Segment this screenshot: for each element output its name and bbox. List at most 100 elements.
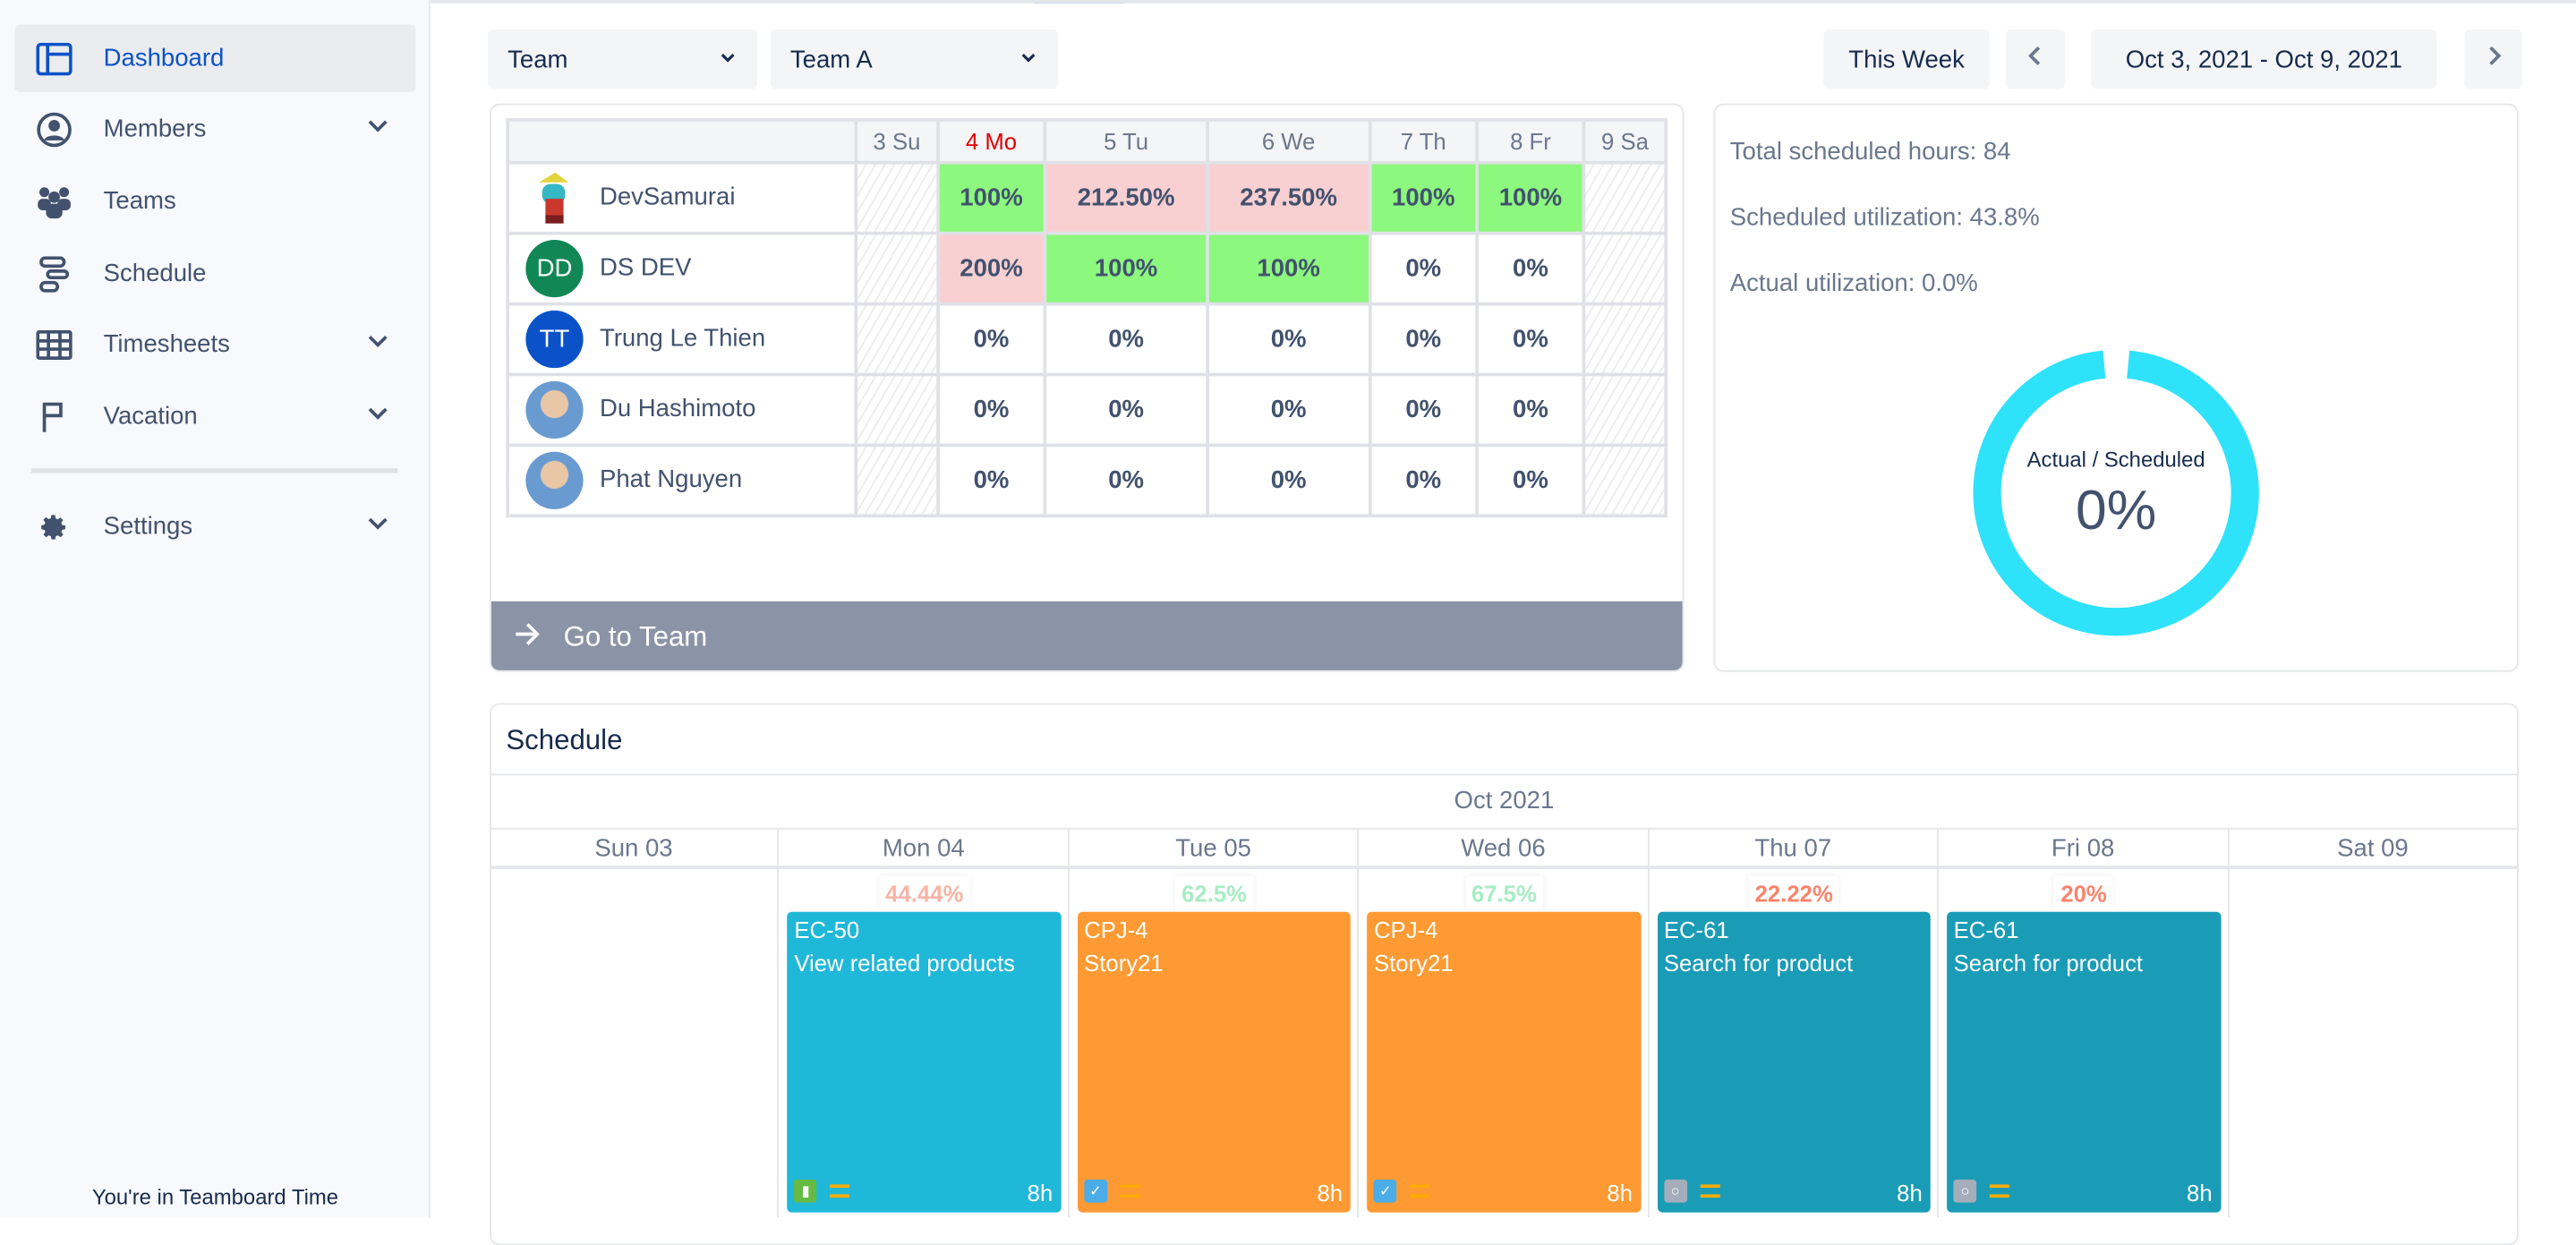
chevron-down-icon: [1019, 45, 1038, 72]
chevron-down-icon: [366, 513, 389, 542]
this-week-button[interactable]: This Week: [1823, 30, 1990, 90]
sidebar-divider: [30, 468, 398, 473]
sidebar-item-label: Teams: [103, 187, 176, 216]
utilization-donut: [1973, 349, 2259, 636]
users-icon: [35, 184, 74, 218]
member-name-cell[interactable]: Du Hashimoto: [506, 372, 858, 448]
priority-medium-icon: [830, 1184, 850, 1198]
day-column[interactable]: [1070, 867, 1360, 1218]
member-name-cell[interactable]: DevSamurai: [506, 160, 858, 235]
priority-medium-icon: [1700, 1184, 1720, 1198]
day-column[interactable]: [1649, 867, 1940, 1218]
table-row: DevSamurai 100% 212.50% 237.50% 100% 100%: [506, 160, 1668, 235]
sidebar-item-timesheets[interactable]: Timesheets: [15, 311, 416, 378]
sidebar-item-vacation[interactable]: Vacation: [15, 383, 416, 450]
team-value: Team A: [789, 45, 873, 73]
top-border: [430, 0, 2576, 4]
day-column-header: Thu 07: [1649, 829, 1940, 868]
member-name-cell[interactable]: TT Trung Le Thien: [506, 302, 858, 377]
utilization-cell: 0%: [1475, 372, 1586, 448]
day-column[interactable]: [490, 867, 780, 1218]
sidebar-item-teams[interactable]: Teams: [15, 167, 416, 235]
member-name: Trung Le Thien: [599, 324, 766, 353]
sidebar-item-label: Settings: [103, 512, 193, 541]
task-hours: 8h: [1027, 1179, 1053, 1207]
utilization-cell: 0%: [935, 302, 1047, 377]
task-key: EC-61: [1953, 917, 2019, 943]
task-key: CPJ-4: [1084, 917, 1148, 943]
sidebar-item-members[interactable]: Members: [15, 95, 416, 162]
day-header: 8 Fr: [1475, 118, 1586, 165]
sidebar-item-settings[interactable]: Settings: [15, 493, 416, 560]
date-range[interactable]: Oct 3, 2021 - Oct 9, 2021: [2091, 30, 2437, 90]
footer-text: You're in Teamboard Time: [91, 1184, 339, 1209]
task-title: Search for product: [1953, 949, 2144, 976]
task-key: EC-50: [794, 917, 860, 943]
utilization-cell: 0%: [935, 372, 1047, 448]
donut-arc: [1973, 349, 2259, 636]
utilization-badge: 67.5%: [1464, 875, 1544, 912]
go-to-team-button[interactable]: Go to Team: [490, 601, 1683, 670]
avatar: [525, 451, 584, 510]
task-hours: 8h: [1897, 1179, 1923, 1207]
task-key: CPJ-4: [1373, 917, 1438, 943]
story-type-icon: ▮: [794, 1179, 818, 1203]
day-header: 7 Th: [1368, 118, 1479, 165]
sidebar-item-dashboard[interactable]: Dashboard: [14, 24, 416, 92]
avatar: [525, 169, 583, 226]
day-column[interactable]: [780, 867, 1070, 1218]
day-header: 9 Sa: [1582, 118, 1668, 165]
flag-icon: [35, 400, 74, 433]
member-name-cell[interactable]: DD DS DEV: [506, 231, 858, 306]
task-type-icon: ✓: [1373, 1179, 1397, 1203]
task-card[interactable]: CPJ-4 Story21 ✓ 8h: [1077, 911, 1352, 1213]
donut-label: Actual / Scheduled: [2026, 447, 2205, 472]
sidebar-item-label: Members: [103, 115, 207, 143]
gear-icon: [35, 512, 74, 541]
table-row: TT Trung Le Thien 0% 0% 0% 0% 0%: [506, 302, 1668, 377]
day-header: 4 Mo: [935, 118, 1047, 165]
utilization-cell: 0%: [1475, 302, 1586, 377]
prev-week-button[interactable]: [2006, 30, 2066, 90]
utilization-cell: 0%: [1043, 372, 1209, 448]
utilization-cell: [1582, 443, 1668, 518]
utilization-badge: 62.5%: [1174, 875, 1254, 912]
utilization-cell: 0%: [1206, 302, 1372, 377]
table-icon: [35, 329, 74, 360]
utilization-cell: [1582, 160, 1668, 235]
task-title: Story21: [1084, 949, 1164, 976]
member-name-cell[interactable]: Phat Nguyen: [506, 443, 858, 518]
utilization-cell: 0%: [1043, 443, 1209, 518]
task-hours: 8h: [1317, 1179, 1343, 1207]
sidebar-item-label: Vacation: [103, 402, 198, 431]
utilization-cell: 0%: [1368, 443, 1479, 518]
divider: [489, 866, 2519, 869]
day-column[interactable]: [1939, 867, 2229, 1218]
go-to-team-label: Go to Team: [563, 620, 708, 652]
utilization-cell: 0%: [1368, 302, 1479, 377]
utilization-cell: 100%: [1206, 231, 1372, 306]
group-type-select[interactable]: Team: [488, 30, 758, 90]
day-column[interactable]: [2229, 867, 2519, 1218]
member-name: Du Hashimoto: [599, 395, 756, 423]
utilization-cell: 237.50%: [1206, 160, 1372, 235]
task-type-icon: ✓: [1084, 1179, 1107, 1203]
utilization-cell: [854, 231, 940, 306]
utilization-cell: [1582, 372, 1668, 448]
month-label: Oct 2021: [1454, 787, 1555, 815]
chevron-down-icon: [366, 403, 389, 432]
next-week-button[interactable]: [2464, 30, 2522, 90]
day-column-header: Sun 03: [490, 829, 780, 868]
task-card[interactable]: EC-50 View related products ▮ 8h: [787, 911, 1062, 1213]
team-select[interactable]: Team A: [770, 30, 1059, 90]
avatar: TT: [525, 310, 584, 369]
task-card[interactable]: CPJ-4 Story21 ✓ 8h: [1367, 911, 1642, 1213]
sidebar-item-schedule[interactable]: Schedule: [15, 240, 416, 307]
chevron-right-icon: [2483, 45, 2503, 74]
task-card[interactable]: EC-61 Search for product ○ 8h: [1947, 911, 2221, 1213]
utilization-cell: [1582, 231, 1668, 306]
day-column[interactable]: [1359, 867, 1650, 1218]
task-card[interactable]: EC-61 Search for product ○ 8h: [1657, 911, 1931, 1213]
utilization-cell: 0%: [935, 443, 1047, 518]
group-type-value: Team: [508, 45, 568, 73]
